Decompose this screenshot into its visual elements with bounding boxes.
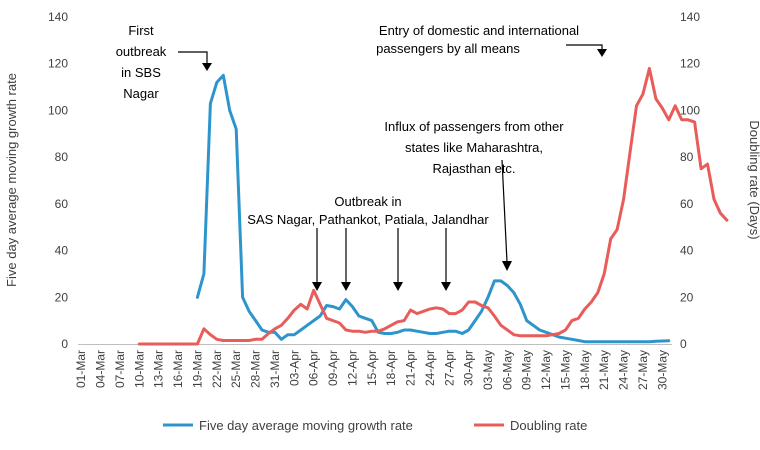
x-tick-label: 16-Mar [171,350,185,388]
x-tick-label: 06-Apr [307,350,321,386]
x-tick-label: 03-May [481,350,495,390]
x-tick-label: 12-May [539,350,553,390]
annotation-first-outbreak-line-2: outbreak [116,44,167,59]
annotation-outbreak-sas-line-1: Outbreak in [334,194,401,209]
x-tick-label: 15-May [558,350,572,390]
annotation-influx-arrow [501,159,508,263]
left-axis-title: Five day average moving growth rate [4,73,19,287]
annotation-first-outbreak-line-1: First [128,23,154,38]
annotation-arrowhead-18-apr [393,282,403,291]
right-tick-label: 60 [680,197,694,211]
x-tick-label: 12-Apr [345,350,359,386]
x-tick-label: 30-May [655,350,669,390]
right-tick-label: 80 [680,150,694,164]
x-tick-label: 25-Mar [229,350,243,388]
x-tick-label: 15-Apr [365,350,379,386]
legend-label-doubling-rate: Doubling rate [510,418,587,433]
x-tick-label: 22-Mar [210,350,224,388]
annotation-arrowhead-06-apr [312,282,322,291]
right-tick-label: 120 [680,57,700,71]
left-tick-label: 60 [55,197,69,211]
annotation-influx-line-1: Influx of passengers from other [384,119,564,134]
annotation-entry-arrow [566,44,603,50]
annotation-first-outbreak-arrowhead [202,63,212,71]
x-tick-label: 19-Mar [190,350,204,388]
x-tick-label: 13-Mar [152,350,166,388]
right-tick-label: 40 [680,244,694,258]
right-axis-ticks: 0 20 40 60 80 100 120 140 [680,10,700,351]
x-tick-label: 27-Apr [442,350,456,386]
left-axis-ticks: 0 20 40 60 80 100 120 140 [48,10,68,351]
annotation-arrowhead-09-apr [341,282,351,291]
annotation-first-outbreak: First outbreak in SBS Nagar [116,23,212,101]
series-layer [137,66,729,346]
x-tick-label: 18-May [578,350,592,390]
annotation-influx-arrowhead [502,261,512,271]
x-tick-label: 09-Apr [326,350,340,386]
annotation-influx-line-3: Rajasthan etc. [432,161,515,176]
x-tick-label: 27-May [636,350,650,390]
left-tick-label: 40 [55,244,69,258]
x-tick-label: 10-Mar [132,350,146,388]
x-tick-label: 31-Mar [268,350,282,388]
series-line-doubling-rate [137,66,729,346]
x-axis-ticks: 01-Mar 04-Mar 07-Mar 10-Mar 13-Mar 16-Mar 19-M… [74,350,669,390]
legend-label-growth-rate: Five day average moving growth rate [199,418,413,433]
left-tick-label: 140 [48,10,68,24]
x-tick-label: 30-Apr [462,350,476,386]
annotation-influx: Influx of passengers from other states l… [384,119,564,271]
annotation-entry-line-1: Entry of domestic and international [379,23,579,38]
annotation-arrowhead-27-apr [441,282,451,291]
left-tick-label: 120 [48,57,68,71]
right-axis-title: Doubling rate (Days) [747,120,760,239]
x-tick-label: 06-May [500,350,514,390]
x-tick-label: 21-Apr [404,350,418,386]
left-tick-label: 100 [48,103,68,117]
x-tick-label: 24-Apr [423,350,437,386]
left-tick-label: 80 [55,150,69,164]
x-tick-label: 24-May [617,350,631,390]
annotation-outbreak-sas-line-2: SAS Nagar, Pathankot, Patiala, Jalandhar [247,212,489,227]
x-tick-label: 18-Apr [384,350,398,386]
annotation-first-outbreak-line-4: Nagar [123,86,159,101]
right-tick-label: 0 [680,337,687,351]
annotation-entry-arrowhead [597,49,607,57]
series-line-growth-rate [195,73,671,344]
right-tick-label: 100 [680,103,700,117]
x-tick-label: 03-Apr [287,350,301,386]
annotation-entry-line-2: passengers by all means [376,41,520,56]
x-tick-label: 07-Mar [113,350,127,388]
right-tick-label: 140 [680,10,700,24]
x-tick-label: 28-Mar [249,350,263,388]
x-tick-label: 04-Mar [94,350,108,388]
annotation-influx-line-2: states like Maharashtra, [405,140,543,155]
annotation-first-outbreak-line-3: in SBS [121,65,161,80]
annotation-first-outbreak-arrow [178,51,208,64]
left-tick-label: 0 [61,337,68,351]
x-tick-label: 09-May [520,350,534,390]
left-tick-label: 20 [55,290,69,304]
annotation-entry: Entry of domestic and international pass… [376,23,607,57]
right-tick-label: 20 [680,290,694,304]
x-tick-label: 01-Mar [74,350,88,388]
annotation-outbreak-sas: Outbreak in SAS Nagar, Pathankot, Patial… [247,194,489,291]
legend: Five day average moving growth rate Doub… [163,418,587,433]
x-tick-label: 21-May [597,350,611,390]
